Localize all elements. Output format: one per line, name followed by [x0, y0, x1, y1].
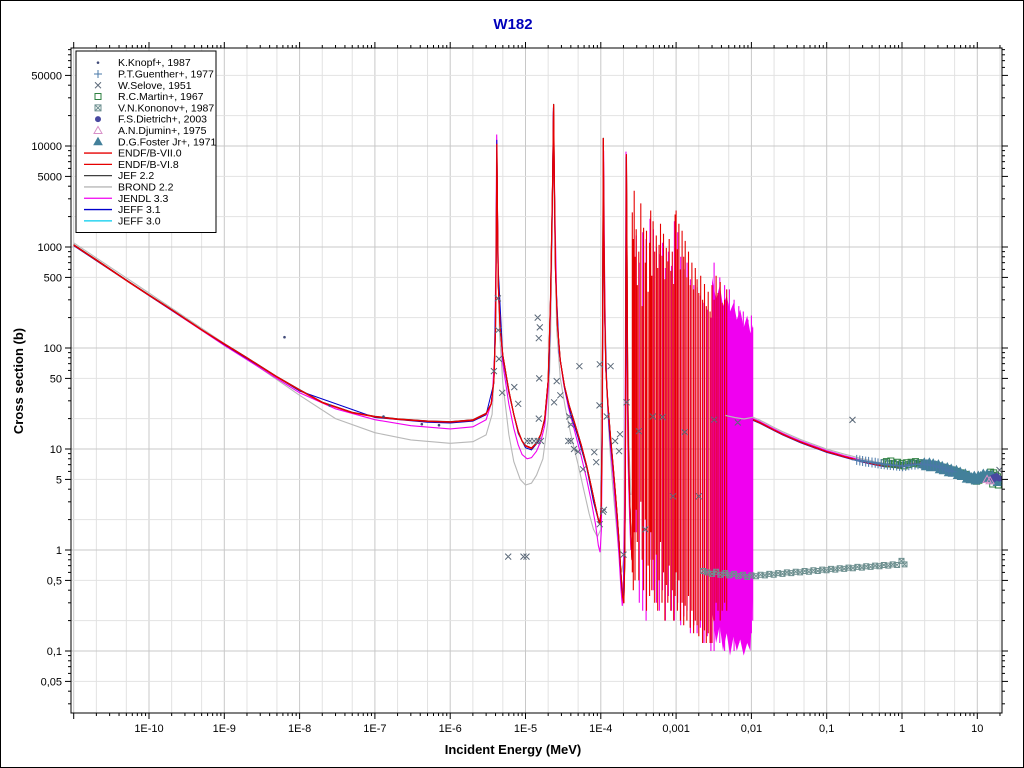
y-tick-0-5: 0,5	[47, 575, 62, 587]
x-tick-1e-10: 1E-10	[134, 723, 163, 735]
legend-label: JEFF 3.0	[118, 215, 161, 227]
legend-item-jeff-3-0[interactable]: JEFF 3.0	[84, 215, 161, 227]
y-tick-0-05: 0,05	[41, 676, 62, 688]
y-axis-label: Cross section (b)	[11, 328, 26, 434]
legend-item-jendl-3-3[interactable]: JENDL 3.3	[84, 193, 169, 205]
y-tick-10000: 10000	[31, 141, 62, 153]
x-tick-0-001: 0,001	[662, 723, 690, 735]
legend-label: V.N.Kononov+, 1987	[118, 102, 214, 114]
plot-area[interactable]	[70, 47, 1003, 714]
cross-icon	[94, 81, 102, 89]
page-title: W182	[493, 16, 532, 33]
legend-item-p-t-guenther-1977[interactable]: P.T.Guenther+, 1977	[94, 68, 214, 80]
legend-label: R.C.Martin+, 1967	[118, 91, 204, 103]
y-tick-10: 10	[50, 444, 62, 456]
x-tick-0-1: 0,1	[819, 723, 834, 735]
series-a-n-djumin-1975	[982, 474, 995, 485]
y-tick-50000: 50000	[31, 70, 62, 82]
legend-item-jeff-3-1[interactable]: JEFF 3.1	[84, 204, 161, 216]
legend-item-f-s-dietrich-2003[interactable]: F.S.Dietrich+, 2003	[95, 114, 207, 126]
x-tick-1e-5: 1E-5	[514, 723, 537, 735]
data-series	[73, 103, 1002, 656]
legend-item-endf-b-vii-0[interactable]: ENDF/B-VII.0	[84, 148, 182, 160]
series-endf-b-vii-0-resonance-forest	[631, 190, 728, 643]
series-k-knopf-1987	[283, 335, 441, 427]
plus-icon	[94, 69, 102, 78]
y-tick-50: 50	[50, 373, 62, 385]
x-tick-1: 1	[899, 723, 905, 735]
x-tick-10: 10	[971, 723, 983, 735]
square-x-icon	[94, 104, 102, 112]
legend-label: JEF 2.2	[118, 170, 154, 182]
legend-item-jef-2-2[interactable]: JEF 2.2	[84, 170, 154, 182]
y-tick-1000: 1000	[38, 242, 62, 254]
x-tick-1e-8: 1E-8	[288, 723, 311, 735]
circle-icon	[95, 116, 101, 123]
triangle-icon	[93, 136, 103, 146]
series-f-s-dietrich-2003	[989, 473, 1002, 482]
legend-item-v-n-kononov-1987[interactable]: V.N.Kononov+, 1987	[94, 102, 214, 114]
y-tick-100: 100	[44, 343, 62, 355]
legend-item-d-g-foster-jr-1971[interactable]: D.G.Foster Jr+, 1971	[93, 136, 216, 148]
legend-label: A.N.Djumin+, 1975	[118, 125, 207, 137]
legend-label: ENDF/B-VII.0	[118, 148, 182, 160]
legend-label: ENDF/B-VI.8	[118, 159, 179, 171]
legend-label: JEFF 3.1	[118, 204, 161, 216]
legend-label: F.S.Dietrich+, 2003	[118, 114, 207, 126]
legend-item-r-c-martin-1967[interactable]: R.C.Martin+, 1967	[94, 91, 204, 103]
triangle-open-icon	[93, 125, 103, 134]
square-icon	[94, 93, 102, 101]
y-tick-5: 5	[56, 474, 62, 486]
axis-tick-labels: 1E-10 1E-9 1E-8 1E-7 1E-6 1E-5 1E-4 0,001 0,01 0,…	[31, 70, 983, 735]
series-v-n-kononov-1987	[700, 557, 908, 580]
legend-label: K.Knopf+, 1987	[118, 57, 191, 69]
legend-label: JENDL 3.3	[118, 193, 169, 205]
y-tick-5000: 5000	[38, 171, 62, 183]
legend-item-k-knopf-1987[interactable]: K.Knopf+, 1987	[96, 57, 191, 69]
series-endf-b-vii-0	[73, 104, 633, 603]
legend-label: D.G.Foster Jr+, 1971	[118, 136, 216, 148]
legend-item-a-n-djumin-1975[interactable]: A.N.Djumin+, 1975	[93, 125, 207, 137]
x-tick-1e-4: 1E-4	[589, 723, 612, 735]
series-w-selove-1951	[490, 295, 1002, 560]
legend-item-endf-b-vi-8[interactable]: ENDF/B-VI.8	[84, 159, 179, 171]
x-tick-1e-7: 1E-7	[363, 723, 386, 735]
x-axis-label: Incident Energy (MeV)	[445, 742, 582, 757]
dot-icon	[96, 61, 100, 64]
legend-label: P.T.Guenther+, 1977	[118, 68, 214, 80]
series-p-t-guenther-1977	[851, 454, 957, 477]
y-tick-500: 500	[44, 272, 62, 284]
y-tick-1: 1	[56, 545, 62, 557]
x-tick-0-01: 0,01	[741, 723, 762, 735]
x-tick-1e-9: 1E-9	[213, 723, 236, 735]
legend-label: W.Selove, 1951	[118, 80, 192, 92]
legend-label: BROND 2.2	[118, 181, 174, 193]
y-tick-0-1: 0,1	[47, 646, 62, 658]
x-tick-1e-6: 1E-6	[439, 723, 462, 735]
legend-item-w-selove-1951[interactable]: W.Selove, 1951	[94, 80, 192, 92]
legend-item-brond-2-2[interactable]: BROND 2.2	[84, 181, 174, 193]
